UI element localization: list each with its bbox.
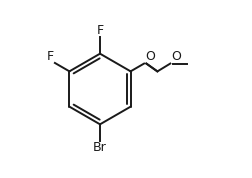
Text: O: O [144,50,154,63]
Text: F: F [47,50,54,63]
Text: F: F [96,23,103,36]
Text: Br: Br [93,142,106,155]
Text: O: O [171,50,181,63]
